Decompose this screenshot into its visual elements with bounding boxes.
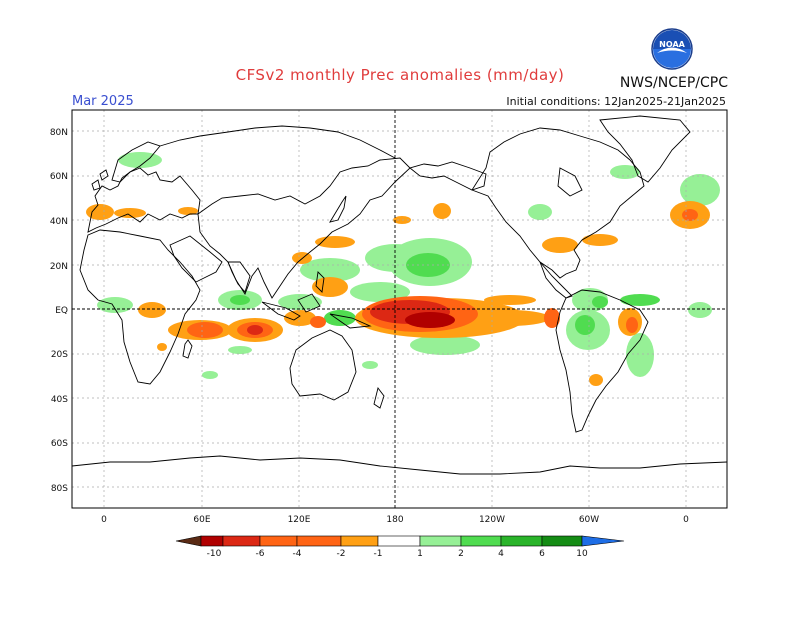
lat-label: 40N bbox=[50, 217, 68, 227]
lon-label: 180 bbox=[386, 515, 403, 525]
colorbar-label: 6 bbox=[539, 549, 545, 559]
colorbar-swatch bbox=[377, 535, 421, 547]
colorbar-label: 2 bbox=[458, 549, 464, 559]
anomaly-shading bbox=[86, 152, 720, 386]
colorbar-label: -10 bbox=[207, 549, 222, 559]
logo-text: NOAA bbox=[659, 40, 685, 49]
dry-anomalies bbox=[86, 201, 710, 386]
wet-anomalies bbox=[97, 152, 720, 379]
colorbar-label: -4 bbox=[293, 549, 302, 559]
colorbar-label: -2 bbox=[337, 549, 346, 559]
lon-label: 120E bbox=[288, 515, 311, 525]
lon-label: 120W bbox=[479, 515, 505, 525]
graticule bbox=[72, 110, 727, 508]
colorbar-label: -1 bbox=[374, 549, 383, 559]
colorbar-swatch bbox=[296, 535, 342, 547]
lat-label: 80N bbox=[50, 128, 68, 138]
colorbar-label: 1 bbox=[417, 549, 423, 559]
longitude-labels: 0 60E 120E 180 120W 60W 0 bbox=[101, 515, 689, 525]
organization-label: NWS/NCEP/CPC bbox=[619, 75, 728, 91]
colorbar-swatch bbox=[460, 535, 502, 547]
initial-conditions: Initial conditions: 12Jan2025-21Jan2025 bbox=[506, 95, 726, 108]
forecast-month: Mar 2025 bbox=[72, 94, 134, 109]
colorbar-swatch bbox=[541, 535, 583, 547]
lat-label: 40S bbox=[51, 395, 68, 405]
lat-label: EQ bbox=[55, 306, 68, 316]
colorbar-label: -6 bbox=[256, 549, 265, 559]
colorbar: -10 -6 -4 -2 -1 1 2 4 6 10 bbox=[175, 535, 625, 559]
colorbar-label: 10 bbox=[576, 549, 588, 559]
map-title: CFSv2 monthly Prec anomalies (mm/day) bbox=[235, 66, 565, 84]
lat-label: 60N bbox=[50, 172, 68, 182]
lat-label: 80S bbox=[51, 484, 68, 494]
colorbar-label: 4 bbox=[498, 549, 504, 559]
noaa-logo: NOAA bbox=[651, 28, 693, 70]
colorbar-swatch bbox=[500, 535, 543, 547]
lat-label: 20S bbox=[51, 350, 68, 360]
colorbar-swatch bbox=[259, 535, 298, 547]
lon-label: 60W bbox=[579, 515, 599, 525]
colorbar-swatch bbox=[200, 535, 224, 547]
lat-label: 60S bbox=[51, 439, 68, 449]
lon-label: 60E bbox=[193, 515, 210, 525]
lon-label: 0 bbox=[683, 515, 689, 525]
colorbar-left-arrow bbox=[175, 535, 202, 547]
colorbar-swatch bbox=[222, 535, 261, 547]
lat-label: 20N bbox=[50, 262, 68, 272]
lon-label: 0 bbox=[101, 515, 107, 525]
colorbar-swatch bbox=[340, 535, 379, 547]
latitude-labels: 80N 60N 40N 20N EQ 20S 40S 60S 80S bbox=[50, 128, 68, 494]
colorbar-right-arrow bbox=[581, 535, 625, 547]
colorbar-swatch bbox=[419, 535, 462, 547]
coastlines bbox=[72, 115, 727, 475]
